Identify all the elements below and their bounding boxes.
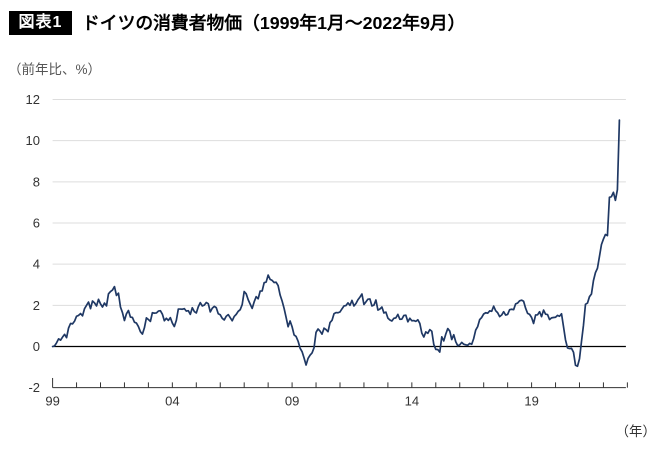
svg-text:4: 4 [33,257,40,272]
svg-text:8: 8 [33,174,40,189]
svg-text:6: 6 [33,216,40,231]
svg-text:12: 12 [26,92,40,107]
svg-text:09: 09 [285,394,299,409]
svg-text:10: 10 [26,133,40,148]
svg-text:99: 99 [45,394,59,409]
svg-text:2: 2 [33,298,40,313]
svg-text:（年）: （年） [616,424,657,439]
svg-text:0: 0 [33,339,40,354]
svg-text:19: 19 [524,394,538,409]
svg-text:04: 04 [165,394,179,409]
svg-text:14: 14 [405,394,419,409]
svg-text:-2: -2 [28,380,40,395]
